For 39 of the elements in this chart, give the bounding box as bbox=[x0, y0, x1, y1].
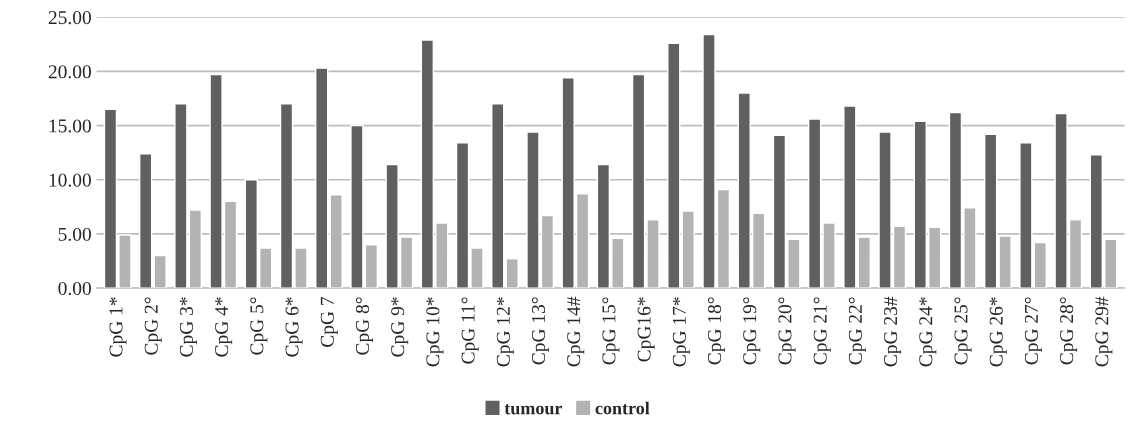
y-tick-label: 5.00 bbox=[58, 227, 91, 241]
y-tick-label: 10.00 bbox=[49, 173, 91, 187]
x-tick-label: CpG 14# bbox=[567, 296, 585, 367]
x-tick-label: CpG 2° bbox=[144, 297, 162, 355]
y-tick-label: 15.00 bbox=[49, 119, 91, 133]
bar bbox=[667, 42, 681, 289]
x-tick-label: CpG 11° bbox=[461, 297, 479, 364]
x-tick-label: CpG 3* bbox=[179, 297, 197, 357]
x-tick-label: CpG 4* bbox=[215, 297, 233, 357]
x-tick-label: CpG 15° bbox=[602, 297, 620, 365]
x-tick-label: CpG 28° bbox=[1060, 297, 1078, 365]
x-tick-label: CpG 17* bbox=[672, 297, 690, 367]
legend-label: tumour bbox=[504, 404, 563, 415]
legend-label: control bbox=[595, 401, 650, 415]
x-tick-label: CpG16* bbox=[637, 297, 655, 362]
x-tick-label: CpG 13° bbox=[531, 297, 549, 365]
y-tick-label: 20.00 bbox=[48, 65, 91, 79]
x-tick-label: CpG 29# bbox=[1095, 296, 1113, 367]
x-tick-label: CpG 20° bbox=[778, 297, 796, 365]
x-tick-label: CpG 8° bbox=[355, 297, 373, 355]
x-tick-label: CpG 19° bbox=[743, 297, 761, 365]
y-tick-label: 0.00 bbox=[58, 281, 91, 296]
x-tick-label: CpG 22° bbox=[848, 297, 866, 365]
x-tick-label: CpG 25° bbox=[954, 297, 972, 365]
x-tick-label: CpG 7 bbox=[320, 296, 338, 347]
x-tick-label: CpG 27° bbox=[1024, 297, 1042, 365]
x-tick-label: CpG 1* bbox=[109, 297, 127, 357]
x-tick-label: CpG 26* bbox=[989, 297, 1007, 367]
x-tick-label: CpG 9* bbox=[391, 297, 409, 357]
x-tick-label: CpG 5° bbox=[250, 297, 268, 355]
x-tick-label: CpG 23# bbox=[884, 296, 902, 367]
x-tick-label: CpG 12* bbox=[496, 297, 514, 367]
x-tick-label: CpG 21° bbox=[813, 297, 831, 365]
x-tick-label: CpG 10* bbox=[426, 297, 444, 367]
y-tick-label: 25.00 bbox=[48, 11, 91, 25]
x-tick-label: CpG 6* bbox=[285, 297, 303, 357]
x-tick-label: CpG 18° bbox=[707, 297, 726, 365]
x-tick-label: CpG 24* bbox=[919, 297, 937, 367]
bar bbox=[491, 103, 505, 289]
